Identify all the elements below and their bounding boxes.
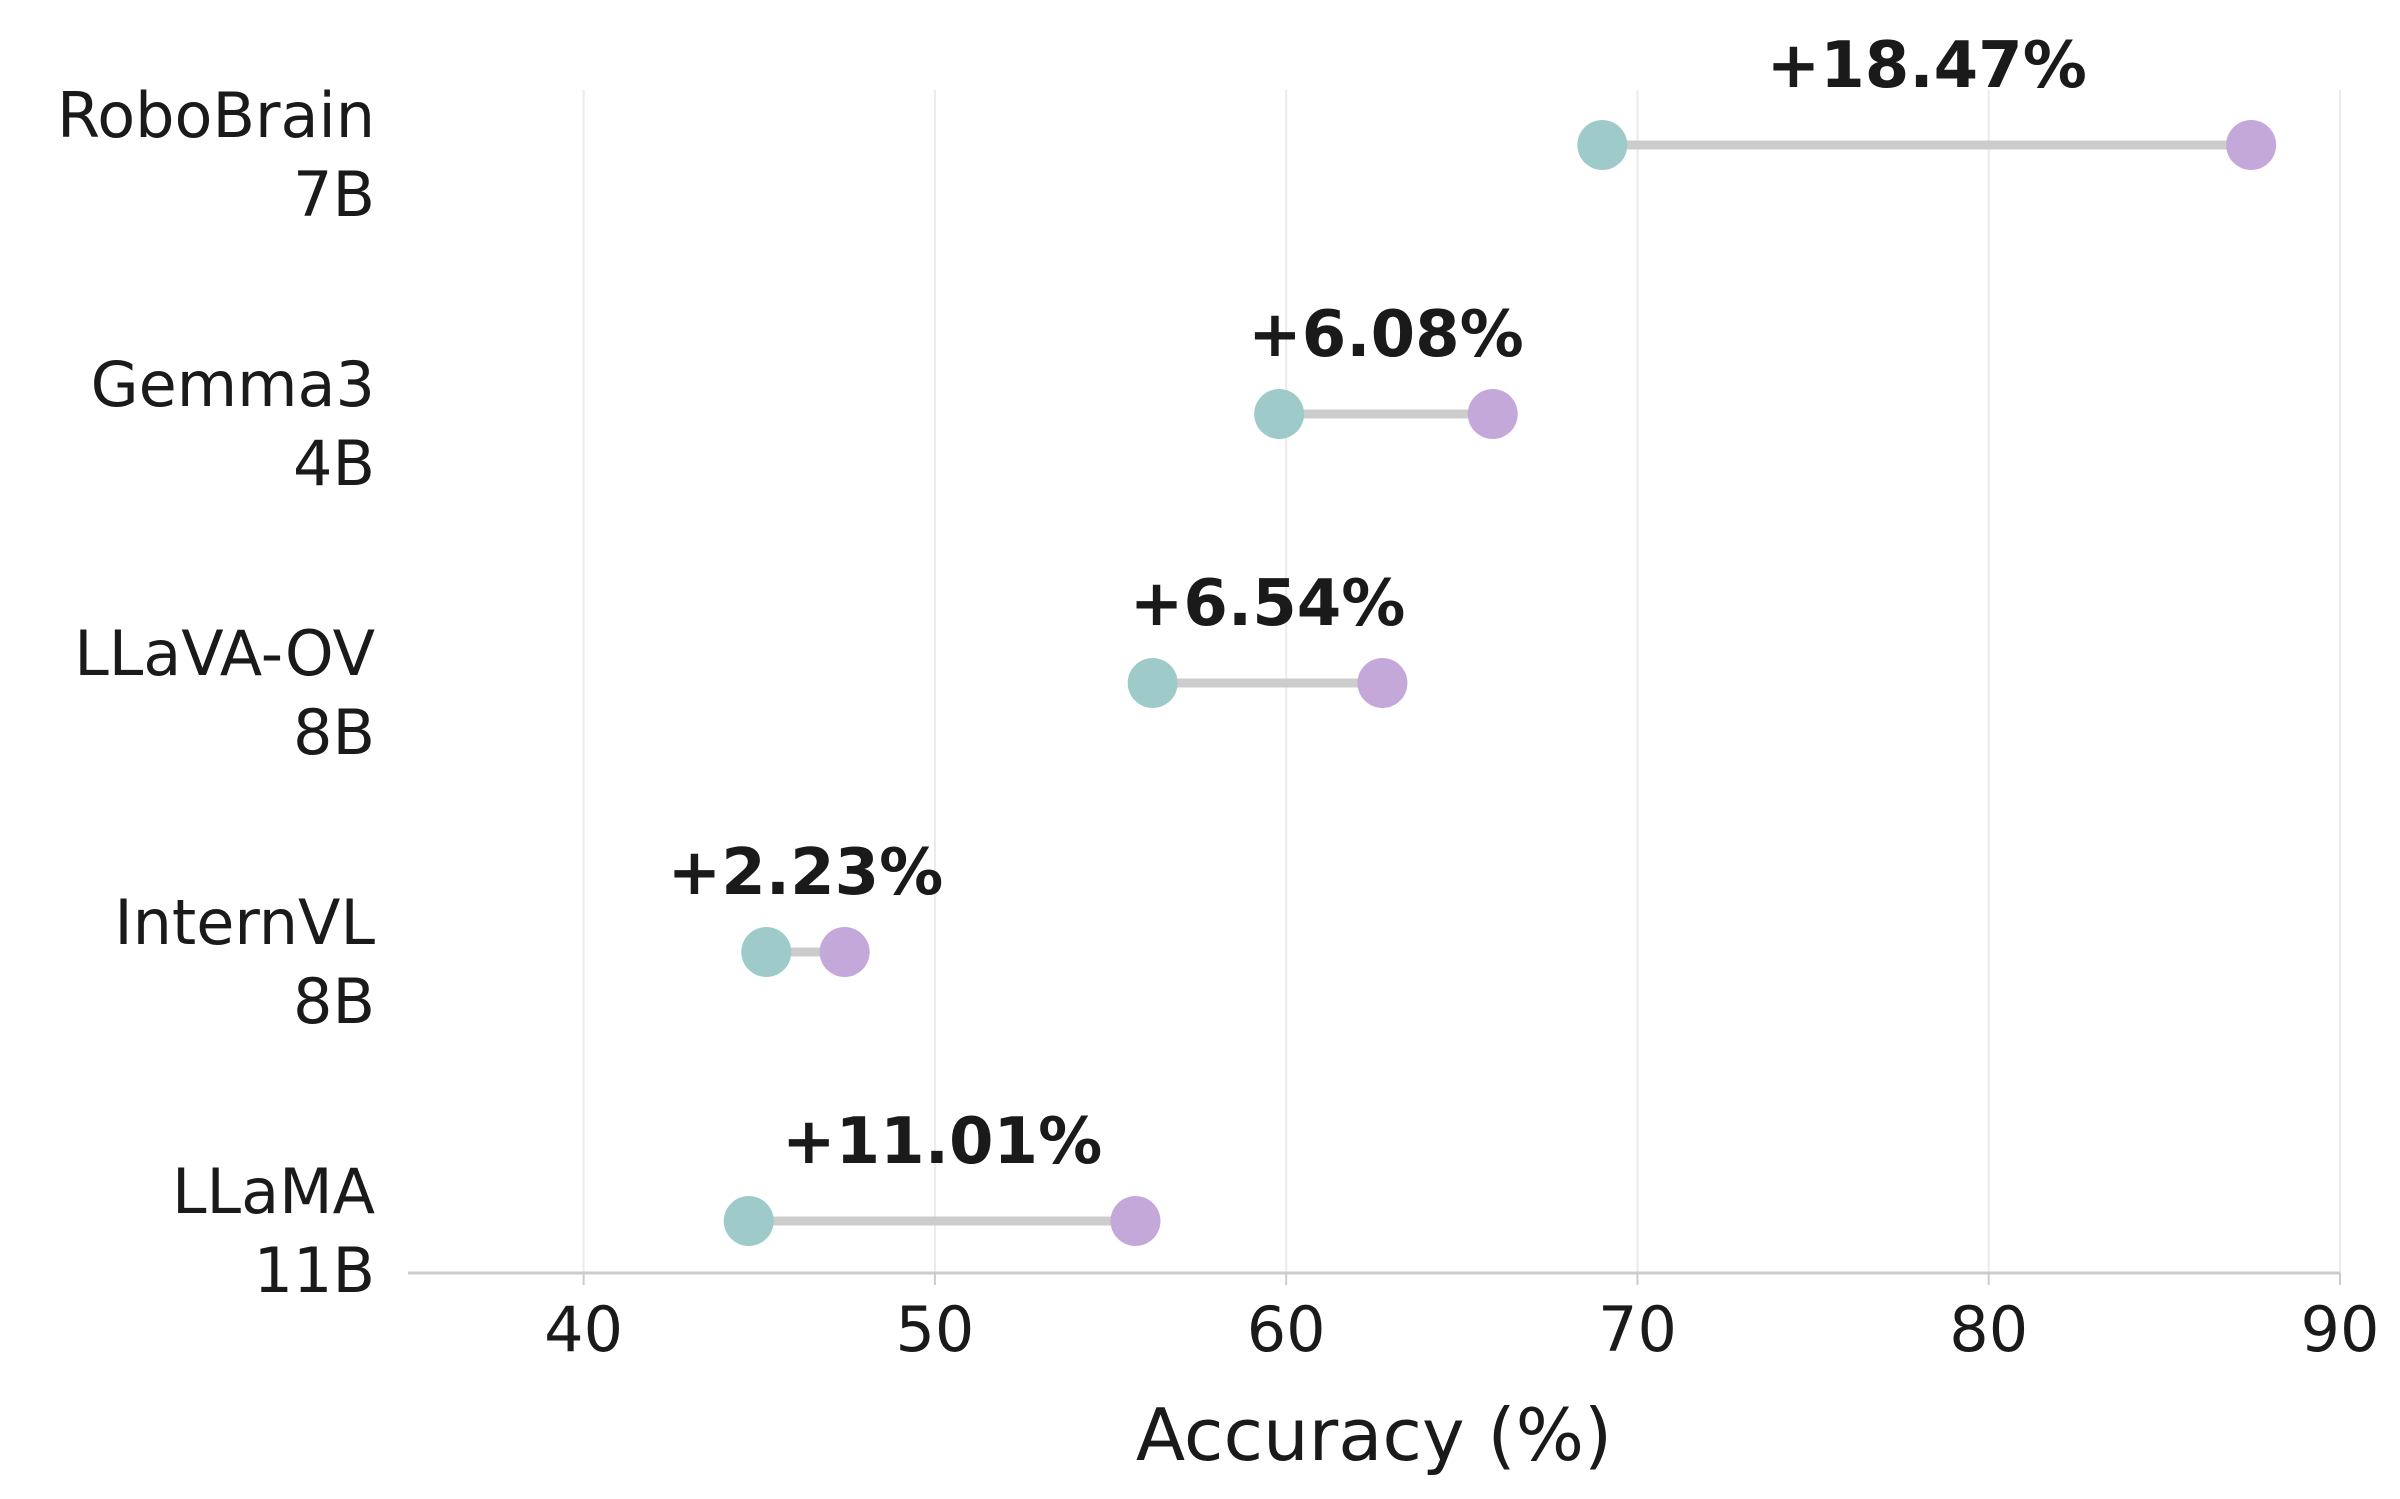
y-label-size-llama: 11B bbox=[254, 1234, 375, 1307]
y-label-name-internvl: InternVL bbox=[114, 886, 375, 959]
start-point-internvl bbox=[741, 927, 792, 977]
delta-labels: +18.47% +6.08% +6.54% +2.23% +11.01% bbox=[668, 29, 2087, 1179]
connectors bbox=[744, 140, 2256, 1226]
x-tick-label-80: 80 bbox=[1949, 1293, 2028, 1366]
delta-label-internvl: +2.23% bbox=[668, 836, 944, 910]
x-axis-label: Accuracy (%) bbox=[1136, 1393, 1612, 1477]
y-label-size-gemma3: 4B bbox=[293, 427, 375, 500]
end-point-robobrain bbox=[2226, 120, 2277, 170]
delta-label-llava-ov: +6.54% bbox=[1130, 567, 1406, 641]
x-tick-label-70: 70 bbox=[1598, 1293, 1677, 1366]
x-tick-label-50: 50 bbox=[895, 1293, 974, 1366]
y-label-name-llama: LLaMA bbox=[172, 1155, 375, 1228]
end-point-llava-ov bbox=[1357, 658, 1408, 708]
x-tick-label-40: 40 bbox=[544, 1293, 623, 1366]
y-label-size-internvl: 8B bbox=[293, 965, 375, 1038]
end-point-llama bbox=[1110, 1196, 1161, 1246]
delta-label-robobrain: +18.47% bbox=[1767, 29, 2087, 103]
x-tick-label-90: 90 bbox=[2301, 1293, 2380, 1366]
y-label-size-robobrain: 7B bbox=[293, 158, 375, 231]
y-label-name-gemma3: Gemma3 bbox=[91, 348, 375, 421]
delta-label-llama: +11.01% bbox=[782, 1105, 1102, 1179]
start-point-llava-ov bbox=[1127, 658, 1178, 708]
y-label-size-llava-ov: 8B bbox=[293, 696, 375, 769]
end-point-internvl bbox=[819, 927, 870, 977]
start-point-robobrain bbox=[1577, 120, 1628, 170]
y-label-name-llava-ov: LLaVA-OV bbox=[74, 617, 375, 690]
data-points bbox=[723, 120, 2277, 1246]
start-point-gemma3 bbox=[1254, 389, 1305, 439]
x-tick-label-60: 60 bbox=[1247, 1293, 1326, 1366]
end-point-gemma3 bbox=[1467, 389, 1518, 439]
start-point-llama bbox=[723, 1196, 774, 1246]
grid-lines bbox=[582, 90, 2341, 1273]
delta-label-gemma3: +6.08% bbox=[1248, 298, 1524, 372]
y-label-name-robobrain: RoboBrain bbox=[57, 79, 375, 152]
x-axis-ticks: 40 50 60 70 80 90 bbox=[544, 1273, 2379, 1366]
y-axis-labels: RoboBrain7BGemma34BLLaVA-OV8BInternVL8BL… bbox=[57, 79, 376, 1307]
